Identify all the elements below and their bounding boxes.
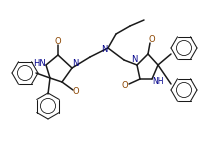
Text: N: N — [131, 56, 137, 64]
Text: N: N — [72, 60, 78, 69]
Text: N: N — [101, 45, 107, 53]
Text: O: O — [55, 38, 61, 47]
Text: NH: NH — [152, 78, 164, 86]
Text: O: O — [149, 36, 155, 45]
Text: O: O — [73, 86, 79, 95]
Text: HN: HN — [34, 60, 46, 69]
Text: O: O — [122, 81, 128, 90]
